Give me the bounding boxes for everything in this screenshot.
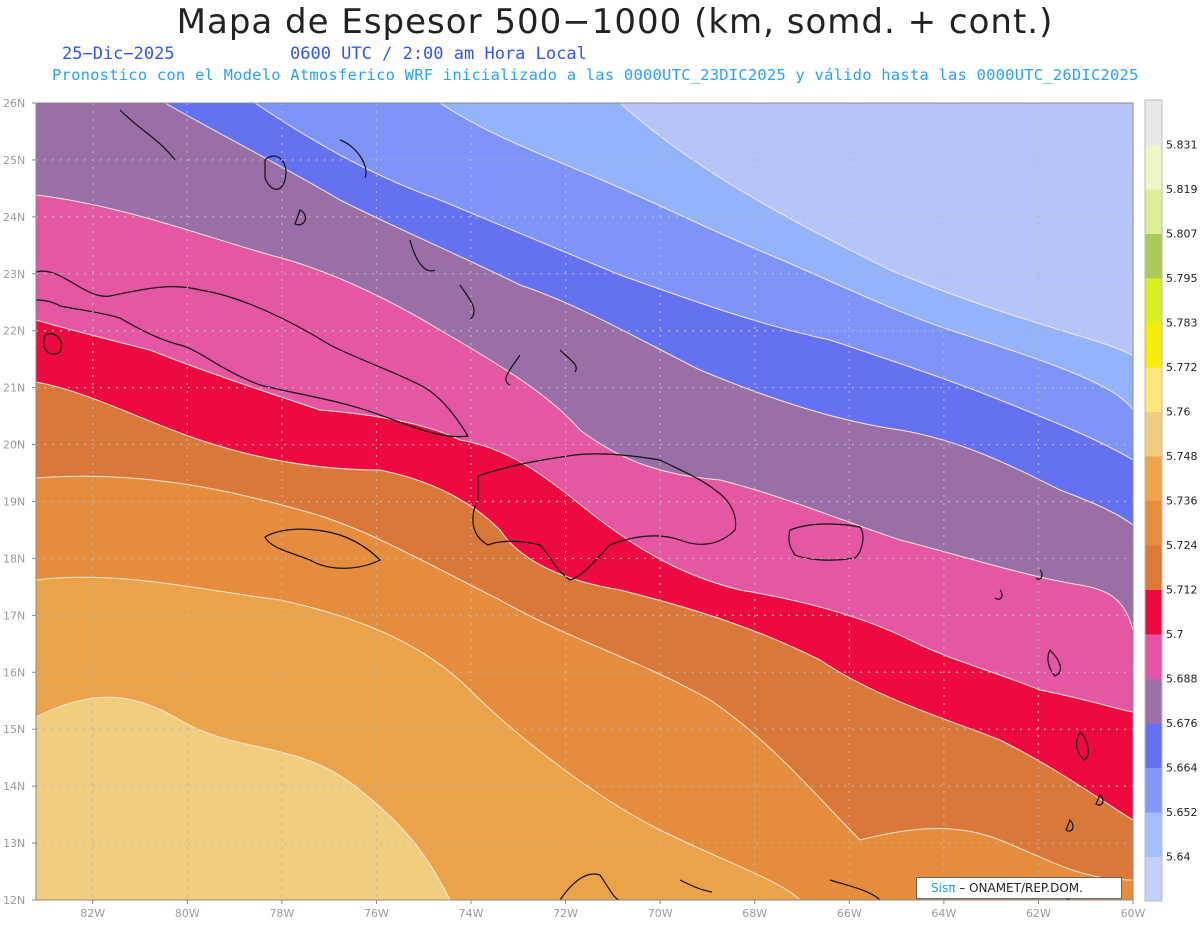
colorbar-label: 5.712 xyxy=(1166,584,1198,597)
puerto-rico-coastline xyxy=(788,523,864,561)
colorbar-swatch xyxy=(1145,189,1162,234)
colorbar-label: 5.748 xyxy=(1166,450,1198,463)
lon-label: 66W xyxy=(837,907,862,920)
jamaica-coastline xyxy=(264,528,382,569)
colorbar-label: 5.676 xyxy=(1166,717,1198,730)
map-title: Mapa de Espesor 500−1000 (km, somd. + co… xyxy=(176,2,1054,42)
colorbar-swatch xyxy=(1145,856,1162,902)
lon-label: 74W xyxy=(459,907,484,920)
lat-label: 24N xyxy=(3,211,25,224)
colorbar-label: 5.772 xyxy=(1166,361,1198,374)
colorbar-swatch xyxy=(1145,144,1162,190)
colorbar-label: 5.736 xyxy=(1166,495,1198,508)
colorbar-label: 5.819 xyxy=(1166,183,1198,196)
lon-label: 72W xyxy=(553,907,578,920)
lon-label: 80W xyxy=(175,907,200,920)
map-area xyxy=(36,103,1133,900)
lat-label: 21N xyxy=(3,382,25,395)
lat-label: 15N xyxy=(3,723,25,736)
colorbar-label: 5.831 xyxy=(1166,139,1198,152)
colorbar-swatch xyxy=(1145,367,1162,412)
axis-ticks: 26N 25N 24N 23N 22N 21N 20N 19N 18N 17N 16N 15N 14N 1… xyxy=(3,97,1146,920)
hispaniola-coastline xyxy=(472,453,737,581)
lat-label: 12N xyxy=(3,894,25,907)
lon-label: 60W xyxy=(1121,907,1146,920)
lon-label: 82W xyxy=(80,907,105,920)
colorbar-swatch xyxy=(1145,322,1162,368)
colorbar-swatch xyxy=(1145,767,1162,813)
lesser-antilles-coastline xyxy=(994,569,1104,832)
colorbar-label: 5.724 xyxy=(1166,539,1198,552)
colorbar-label: 5.688 xyxy=(1166,673,1198,686)
lat-label: 19N xyxy=(3,496,25,509)
colorbar-label: 5.64 xyxy=(1166,851,1191,864)
isle-of-youth-coastline xyxy=(43,333,62,355)
sispi-logo: Sisπ xyxy=(931,881,956,895)
colorbar-swatch xyxy=(1145,589,1162,635)
colorbar-label: 5.783 xyxy=(1166,317,1198,330)
lon-label: 70W xyxy=(648,907,673,920)
lat-label: 22N xyxy=(3,325,25,338)
colorbar-swatch xyxy=(1145,545,1162,590)
colorbar-swatch xyxy=(1145,500,1162,546)
colorbar-swatch xyxy=(1145,812,1162,857)
lat-label: 13N xyxy=(3,837,25,850)
colorbar-swatch xyxy=(1145,723,1162,768)
lat-label: 14N xyxy=(3,780,25,793)
colorbar-swatch xyxy=(1145,100,1162,145)
lon-label: 68W xyxy=(742,907,767,920)
colorbar-swatch xyxy=(1145,678,1162,724)
forecast-time: 0600 UTC / 2:00 am Hora Local xyxy=(290,44,587,64)
credit-text: – ONAMET/REP.DOM. xyxy=(955,881,1083,895)
colorbar-swatch xyxy=(1145,278,1162,323)
cuba-coastline xyxy=(36,270,469,438)
forecast-date: 25−Dic−2025 xyxy=(62,44,175,64)
lat-label: 26N xyxy=(3,97,25,110)
credit-box: Sisπ – ONAMET/REP.DOM. xyxy=(916,877,1122,899)
lat-label: 18N xyxy=(3,552,25,565)
lat-label: 20N xyxy=(3,439,25,452)
colorbar-swatch xyxy=(1145,456,1162,501)
coastlines xyxy=(36,109,1104,900)
model-subtitle: Pronostico con el Modelo Atmosferico WRF… xyxy=(52,66,1139,84)
colorbar-label: 5.807 xyxy=(1166,228,1198,241)
lon-label: 76W xyxy=(364,907,389,920)
colorbar-swatch xyxy=(1145,233,1162,279)
colorbar-frame xyxy=(1144,99,1163,902)
lat-label: 17N xyxy=(3,609,25,622)
lat-label: 23N xyxy=(3,268,25,281)
colorbar: 5.64 5.652 5.664 5.676 5.688 5.7 5.712 5.724 5.7… xyxy=(1144,99,1198,902)
colorbar-swatch xyxy=(1145,411,1162,457)
colorbar-label: 5.795 xyxy=(1166,272,1198,285)
map-frame xyxy=(35,102,1134,901)
lon-label: 64W xyxy=(931,907,956,920)
south-america-coastline xyxy=(559,873,1071,900)
lat-label: 25N xyxy=(3,154,25,167)
lon-label: 78W xyxy=(269,907,294,920)
colorbar-label: 5.76 xyxy=(1166,406,1191,419)
bahamas-andros-coastline xyxy=(264,155,287,190)
colorbar-label: 5.652 xyxy=(1166,806,1198,819)
colorbar-swatch xyxy=(1145,634,1162,679)
thickness-band xyxy=(619,103,1133,357)
lon-label: 62W xyxy=(1026,907,1051,920)
colorbar-label: 5.7 xyxy=(1166,628,1184,641)
bahamas-islands-coastline xyxy=(119,109,577,386)
lat-label: 16N xyxy=(3,666,25,679)
colorbar-label: 5.664 xyxy=(1166,762,1198,775)
graticule xyxy=(36,103,1133,900)
